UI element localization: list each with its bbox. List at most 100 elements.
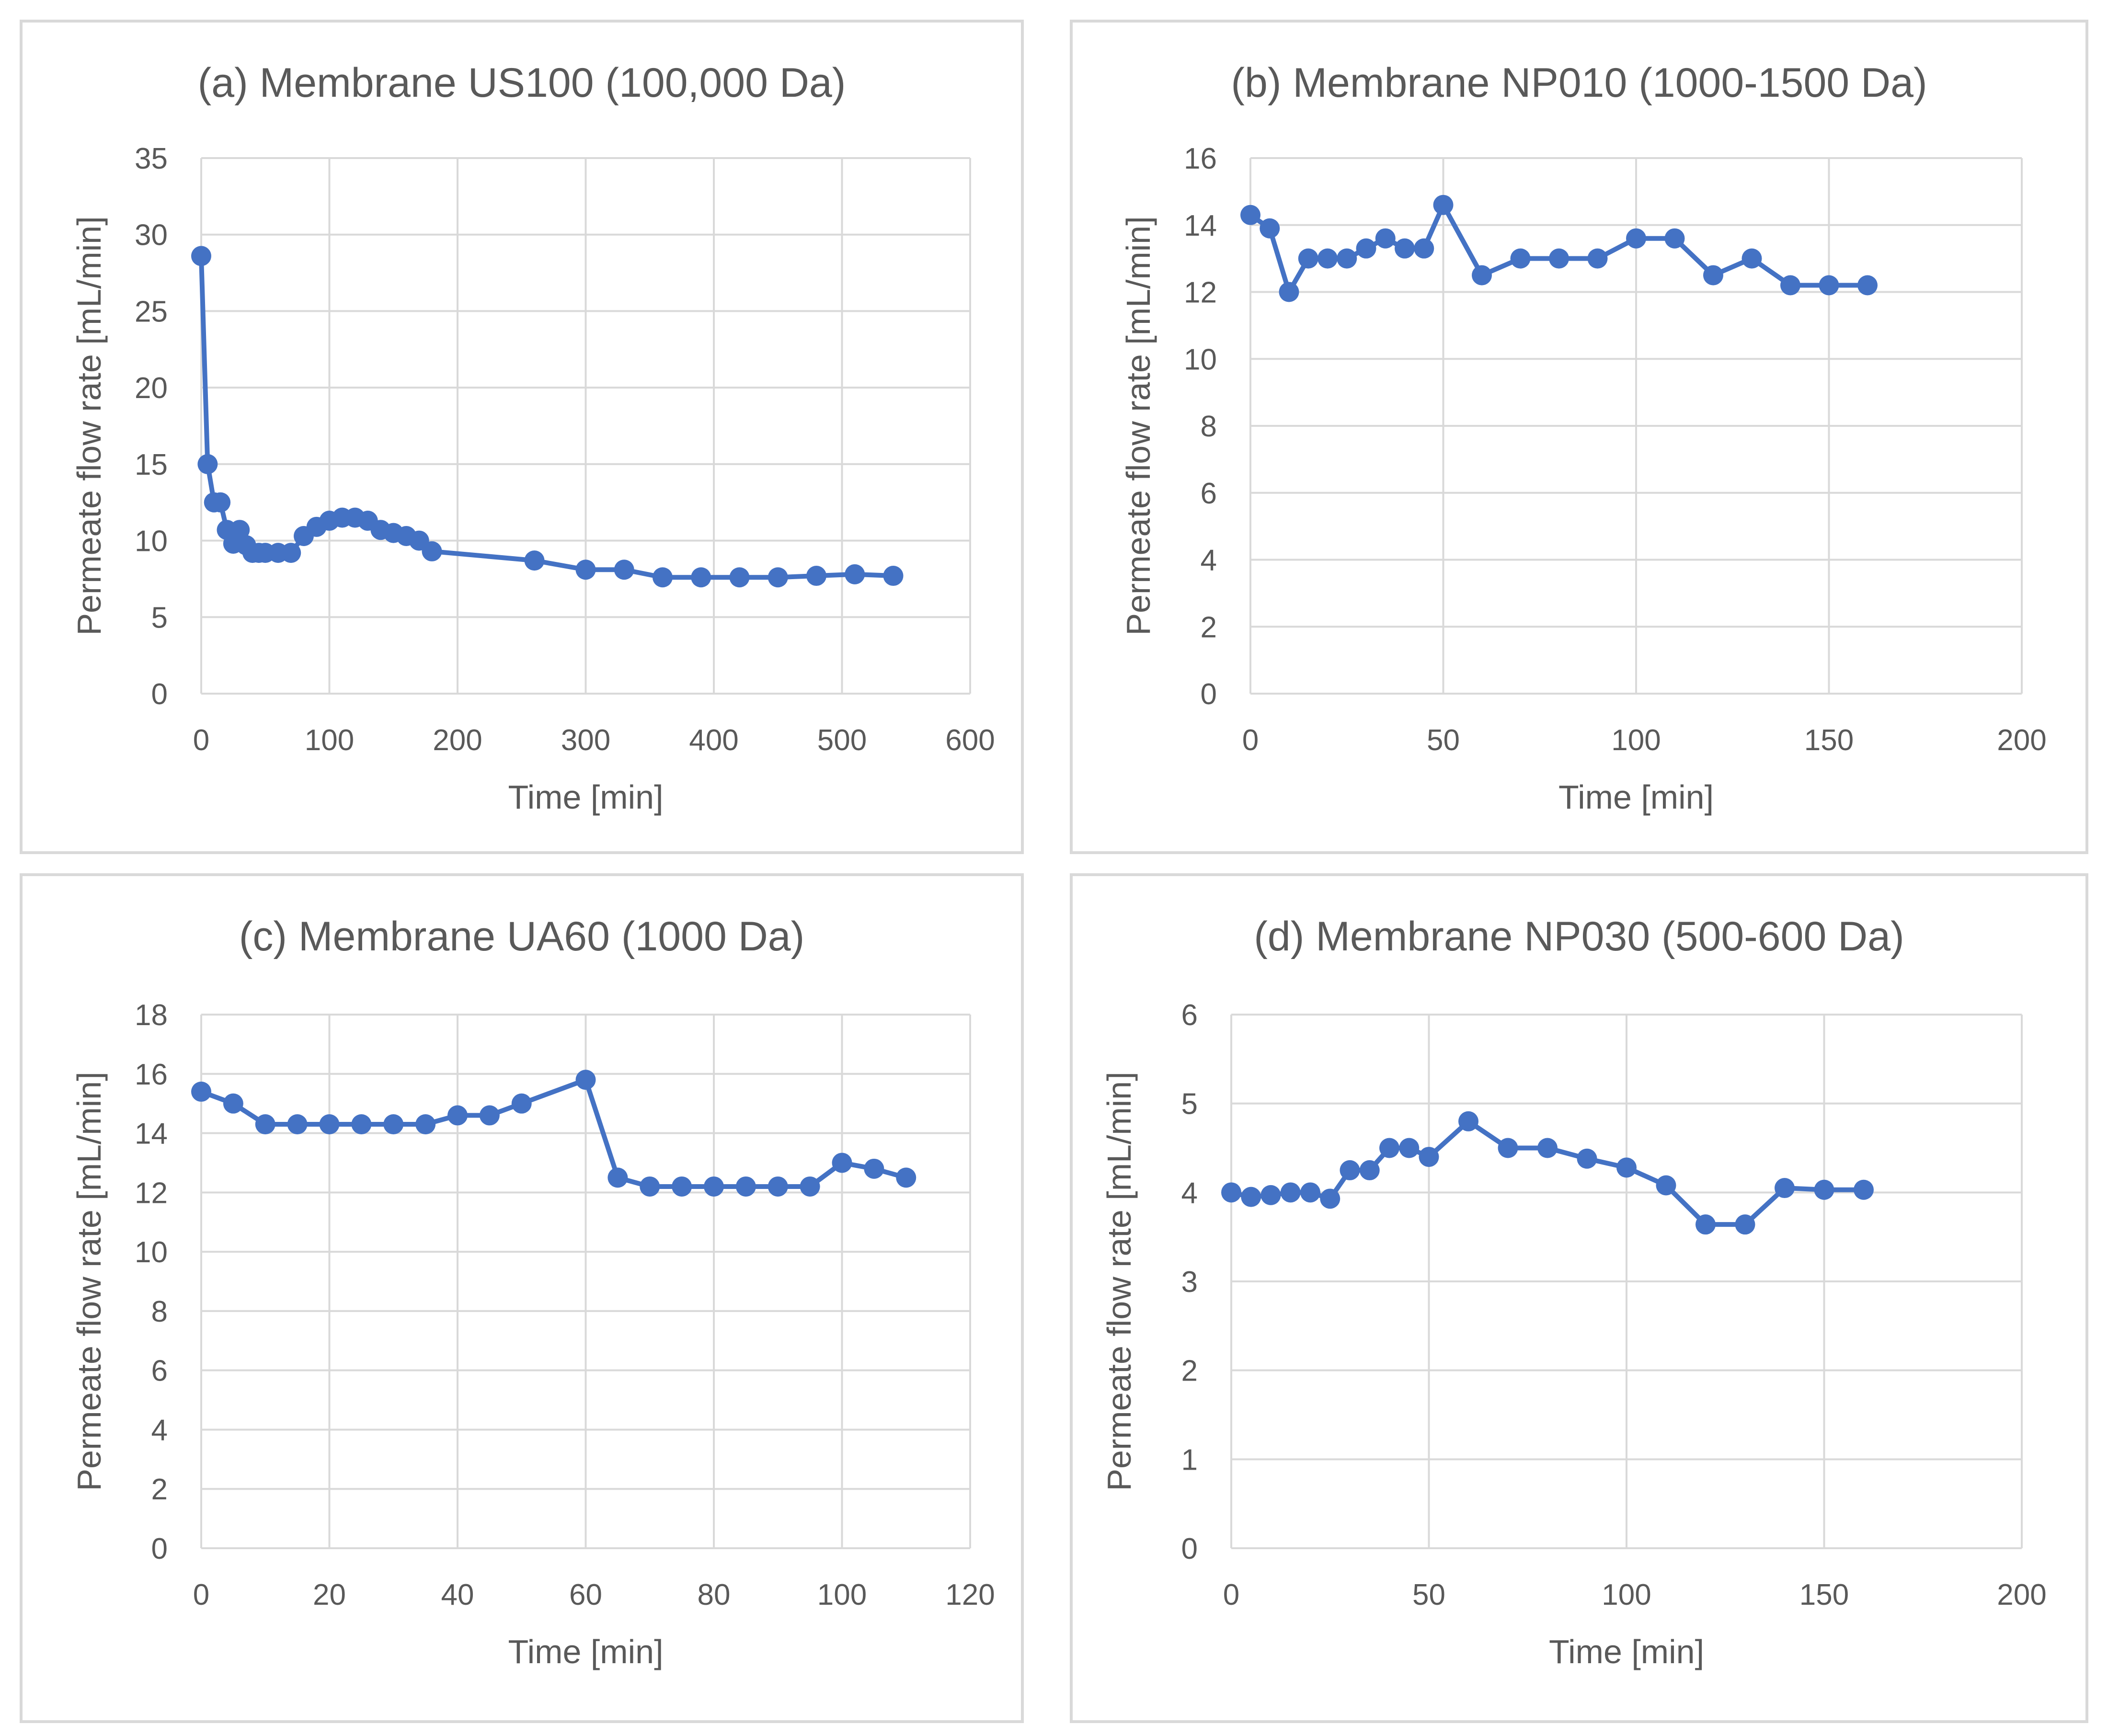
y-tick-label: 4 <box>151 1414 168 1447</box>
data-point <box>1359 1160 1380 1180</box>
data-point <box>1414 238 1434 259</box>
data-point <box>800 1176 820 1197</box>
x-tick-label: 200 <box>433 724 482 757</box>
data-point <box>351 1114 372 1134</box>
data-point <box>1379 1138 1399 1158</box>
y-tick-label: 2 <box>151 1473 168 1506</box>
chart-panel-d: 0 1 2 3 4 5 6 0 50 100 150 200 (d) Membrane NP030 (5… <box>1070 873 2088 1723</box>
data-point <box>1549 248 1569 269</box>
x-tick-label: 200 <box>1997 1578 2046 1611</box>
data-point <box>1280 1182 1301 1203</box>
data-point <box>896 1167 917 1188</box>
chart-panel-c: 0 2 4 6 8 10 12 14 16 18 0 20 40 60 80 100 120 (c) Membra… <box>20 873 1024 1723</box>
y-tick-label: 16 <box>135 1058 168 1091</box>
data-point <box>1356 238 1376 259</box>
y-tick-label: 20 <box>135 372 168 405</box>
chart-title: (d) Membrane NP030 (500-600 Da) <box>1254 914 1904 959</box>
data-point <box>1741 248 1762 269</box>
data-point <box>575 560 596 580</box>
data-point <box>197 454 218 474</box>
data-point <box>287 1114 308 1134</box>
x-tick-label: 50 <box>1412 1578 1445 1611</box>
chart-title: (c) Membrane UA60 (1000 Da) <box>239 914 805 959</box>
data-point <box>1854 1179 1874 1200</box>
x-tick-label: 500 <box>817 724 867 757</box>
data-point <box>1814 1179 1834 1200</box>
data-point <box>704 1176 724 1197</box>
data-point <box>1472 265 1492 286</box>
data-point <box>479 1105 500 1126</box>
data-point <box>1279 282 1299 302</box>
y-tick-label: 10 <box>135 1236 168 1269</box>
y-axis-title: Permeate flow rate [mL/min] <box>70 1072 108 1491</box>
data-point <box>1780 275 1800 296</box>
x-tick-label: 100 <box>305 724 354 757</box>
x-tick-label: 0 <box>1242 724 1259 757</box>
y-tick-label: 0 <box>1181 1532 1198 1565</box>
data-point <box>191 246 211 266</box>
y-tick-label: 8 <box>1201 410 1217 443</box>
data-point <box>383 1114 404 1134</box>
data-point <box>447 1105 468 1126</box>
data-point <box>768 567 788 588</box>
data-point <box>281 543 301 563</box>
data-point <box>1819 275 1839 296</box>
chart-panel-a: 0 5 10 15 20 25 30 35 0 100 200 300 400 500 600 (a) Mem… <box>20 20 1024 854</box>
data-point <box>768 1176 788 1197</box>
y-tick-label: 16 <box>1184 142 1217 175</box>
data-point <box>223 1093 243 1114</box>
data-point <box>691 567 711 588</box>
data-point <box>1419 1147 1439 1167</box>
data-point <box>1260 1185 1281 1205</box>
data-point <box>575 1070 596 1090</box>
data-point <box>1616 1157 1637 1178</box>
data-point <box>640 1176 660 1197</box>
data-point <box>883 566 904 586</box>
data-point <box>1260 218 1280 239</box>
series-line-UA60 <box>200 1077 907 1189</box>
panel-frame <box>1070 873 2088 1723</box>
data-point <box>607 1167 628 1188</box>
data-point <box>191 1081 211 1102</box>
x-tick-label: 0 <box>193 724 209 757</box>
y-tick-label: 5 <box>151 601 168 634</box>
y-tick-label: 10 <box>135 525 168 558</box>
y-tick-label: 1 <box>1181 1443 1198 1476</box>
data-point <box>1577 1148 1597 1169</box>
data-point <box>832 1153 852 1173</box>
data-point <box>1318 248 1338 269</box>
data-point <box>1399 1138 1420 1158</box>
x-tick-label: 0 <box>193 1578 209 1611</box>
x-tick-label: 20 <box>313 1578 346 1611</box>
x-tick-label: 150 <box>1799 1578 1849 1611</box>
x-tick-label: 100 <box>817 1578 867 1611</box>
x-tick-label: 60 <box>569 1578 602 1611</box>
data-point <box>1298 248 1318 269</box>
data-point <box>1537 1138 1558 1158</box>
y-tick-label: 0 <box>151 1532 168 1565</box>
data-point <box>1510 248 1531 269</box>
data-point <box>229 520 250 540</box>
y-tick-label: 6 <box>151 1355 168 1388</box>
data-point <box>735 1176 756 1197</box>
data-point <box>1300 1182 1320 1203</box>
x-tick-label: 200 <box>1997 724 2046 757</box>
data-point <box>1735 1214 1755 1235</box>
y-tick-label: 6 <box>1201 477 1217 510</box>
chart-panel-b: 0 2 4 6 8 10 12 14 16 0 50 100 150 200 (b) Membrane NP… <box>1070 20 2088 854</box>
data-point <box>1656 1175 1676 1196</box>
data-point <box>1240 205 1260 225</box>
data-point <box>319 1114 340 1134</box>
data-point <box>1626 228 1646 249</box>
y-axis-title: Permeate flow rate [mL/min] <box>1120 216 1157 635</box>
y-tick-label: 5 <box>1181 1088 1198 1121</box>
x-tick-label: 120 <box>945 1578 995 1611</box>
x-tick-label: 100 <box>1611 724 1661 757</box>
x-axis-title: Time [min] <box>508 778 663 816</box>
y-tick-label: 25 <box>135 295 168 328</box>
chart-title: (b) Membrane NP010 (1000-1500 Da) <box>1231 60 1927 106</box>
y-tick-label: 2 <box>1201 611 1217 644</box>
data-point <box>1775 1178 1795 1199</box>
panel-frame <box>1070 20 2088 854</box>
